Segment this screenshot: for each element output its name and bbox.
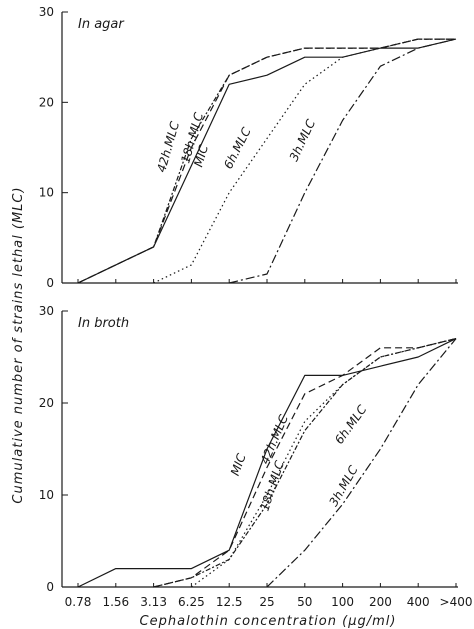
series-label: 6h.MLC [332,402,370,447]
x-tick-label: 50 [297,595,312,609]
x-tick-label: 0.78 [65,595,92,609]
series-line-42h-mlc [77,38,456,284]
series-label: MIC [191,143,211,169]
x-tick-label: 25 [259,595,274,609]
x-tick-label: 6.25 [178,595,205,609]
y-tick-label: 0 [46,580,54,594]
x-tick-label: 3.13 [140,595,167,609]
x-tick-label: 200 [369,595,392,609]
x-axis-title: Cephalothin concentration (μg/ml) [140,614,397,629]
panel-title: In agar [78,17,125,32]
series-line-mic [77,38,457,284]
x-tick-label: >400 [440,595,473,609]
series-line-42h-mlc [153,338,457,588]
series-line-3h-mlc [229,38,457,284]
y-tick-label: 0 [46,276,54,290]
series-line-18h-mlc [153,338,457,588]
series-line-3h-mlc [266,338,457,588]
x-tick-label: 100 [331,595,354,609]
series-line-6h-mlc [191,338,457,588]
panel-title: In broth [78,316,129,331]
y-tick-label: 30 [39,304,54,318]
y-tick-label: 30 [39,5,54,19]
series-line-mic [77,338,457,588]
series-label: 42h.MLC [154,119,182,174]
series-label: 3h.MLC [287,117,319,164]
x-tick-label: 12.5 [216,595,243,609]
y-tick-label: 20 [39,396,54,410]
x-tick-labels: 0.78 1.56 3.13 6.25 12.5 25 50 100 200 400 >400 [65,595,473,609]
x-tick-label: 400 [407,595,430,609]
series-label: 18h.MLC [257,458,287,512]
y-tick-label: 10 [39,488,54,502]
y-axis-title: Cumulative number of strains lethal (MLC… [11,186,26,503]
y-tick-label: 20 [39,95,54,109]
x-tick-label: 1.56 [102,595,129,609]
y-tick-label: 10 [39,186,54,200]
series-label: MIC [228,451,249,477]
